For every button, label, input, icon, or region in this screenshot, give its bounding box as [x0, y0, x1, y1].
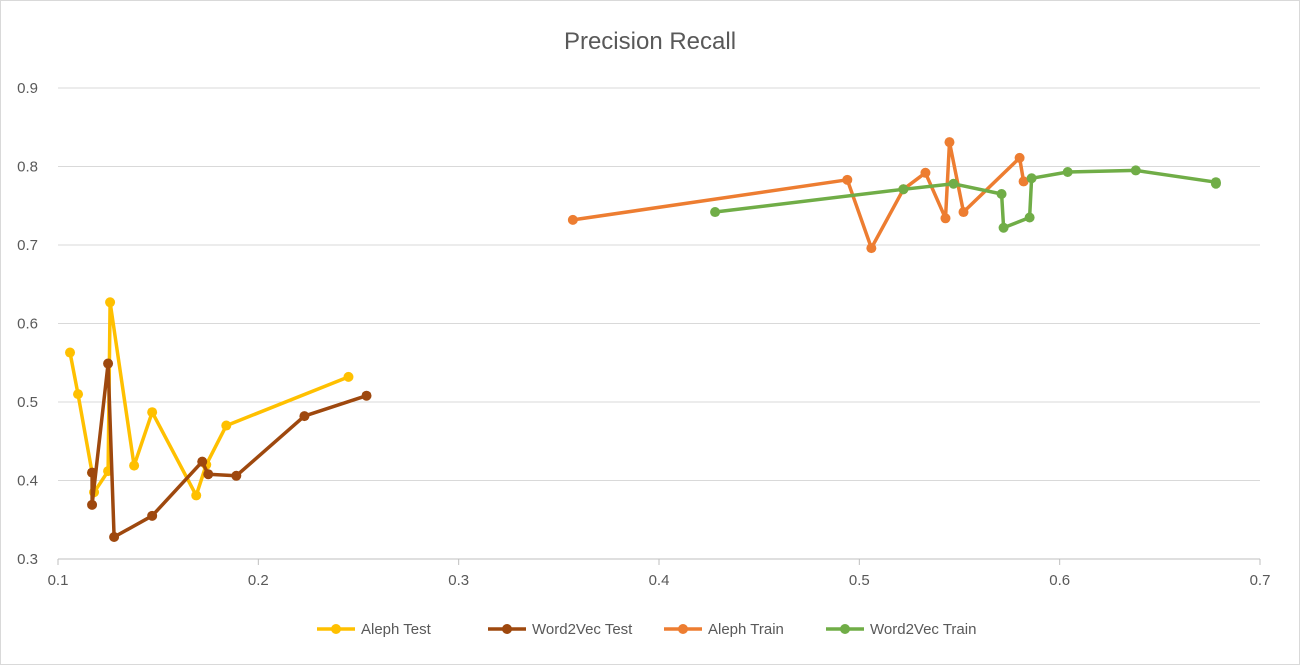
data-point: [197, 456, 208, 467]
y-tick-label: 0.7: [17, 237, 38, 254]
chart-title: Precision Recall: [564, 28, 736, 55]
series-group: [65, 137, 1221, 543]
data-point: [191, 490, 202, 501]
legend-label: Word2Vec Test: [532, 621, 633, 638]
y-tick-label: 0.3: [17, 551, 38, 568]
x-tick-label: 0.7: [1250, 572, 1271, 589]
axes: 0.3 0.4 0.5 0.6 0.7 0.8 0.9 0.1 0.2 0.3 0.4 0.5 0.6 0…: [17, 80, 1270, 589]
series-1: [87, 358, 372, 543]
data-point: [1210, 178, 1221, 189]
legend-label: Word2Vec Train: [870, 621, 976, 638]
data-point: [1018, 176, 1029, 187]
data-point: [147, 407, 158, 418]
x-tick-label: 0.5: [849, 572, 870, 589]
y-tick-label: 0.5: [17, 394, 38, 411]
legend-swatch-marker: [840, 624, 850, 634]
legend-swatch-marker: [502, 624, 512, 634]
data-point: [109, 532, 120, 543]
data-point: [1062, 166, 1073, 177]
data-point: [221, 420, 232, 431]
data-point: [944, 137, 955, 148]
series-line: [90, 361, 369, 539]
data-point: [940, 213, 951, 224]
data-point: [958, 207, 969, 218]
x-tick-label: 0.3: [448, 572, 469, 589]
series-line: [713, 168, 1218, 230]
data-point: [105, 297, 116, 308]
data-point: [1026, 173, 1037, 184]
data-point: [920, 167, 931, 178]
data-point: [129, 460, 140, 471]
legend-entry: Word2Vec Train: [826, 621, 976, 638]
x-tick-label: 0.4: [649, 572, 670, 589]
data-point: [1024, 212, 1035, 223]
data-point: [299, 411, 310, 422]
series-2: [567, 137, 1029, 254]
data-point: [998, 222, 1009, 233]
y-tick-label: 0.9: [17, 80, 38, 97]
legend-label: Aleph Test: [361, 621, 432, 638]
data-point: [65, 347, 76, 358]
y-tick-label: 0.6: [17, 316, 38, 333]
legend-entry: Aleph Test: [317, 621, 432, 638]
data-point: [87, 467, 98, 478]
legend-swatch-marker: [331, 624, 341, 634]
data-point: [203, 469, 214, 480]
legend-swatch-marker: [678, 624, 688, 634]
data-point: [996, 188, 1007, 199]
legend: Aleph Test Word2Vec Test Aleph Train Word2V…: [317, 621, 976, 638]
data-point: [567, 214, 578, 225]
data-point: [866, 243, 877, 254]
y-tick-label: 0.8: [17, 159, 38, 176]
x-tick-label: 0.1: [48, 572, 69, 589]
series-3: [710, 165, 1221, 233]
series-line: [68, 300, 351, 498]
data-point: [1014, 152, 1025, 163]
data-point: [231, 470, 242, 481]
series-line: [571, 140, 1026, 250]
data-point: [343, 371, 354, 382]
data-point: [147, 510, 158, 521]
data-point: [710, 207, 721, 218]
y-tick-label: 0.4: [17, 473, 38, 490]
x-tick-label: 0.6: [1049, 572, 1070, 589]
x-tick-label: 0.2: [248, 572, 269, 589]
legend-entry: Aleph Train: [664, 621, 784, 638]
data-point: [103, 358, 114, 369]
data-point: [948, 178, 959, 189]
data-point: [73, 389, 84, 400]
legend-label: Aleph Train: [708, 621, 784, 638]
data-point: [898, 184, 909, 195]
gridlines: [58, 87, 1260, 481]
data-point: [842, 174, 853, 185]
data-point: [361, 390, 372, 401]
data-point: [1130, 165, 1141, 176]
data-point: [87, 499, 98, 510]
legend-entry: Word2Vec Test: [488, 621, 633, 638]
